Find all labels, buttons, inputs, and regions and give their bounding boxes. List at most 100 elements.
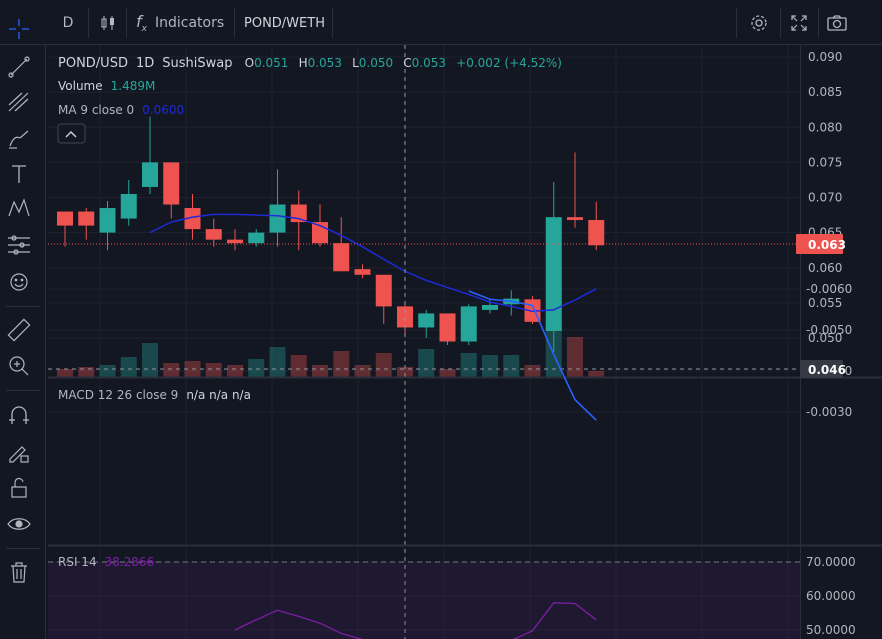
volume-bar	[567, 337, 583, 377]
volume-bar	[588, 371, 605, 377]
drawing-toolbar	[0, 45, 46, 639]
svg-text:0.046: 0.046	[808, 363, 846, 377]
candle-body	[184, 208, 201, 230]
indicators-button[interactable]: fx Indicators	[136, 8, 224, 38]
icon-tool[interactable]	[6, 269, 32, 295]
volume-bar	[163, 363, 180, 377]
price-tick-label: 0.080	[808, 120, 842, 134]
candle-body	[439, 313, 456, 342]
rsi-axis[interactable]: 70.0000 60.0000 50.0000	[806, 555, 856, 637]
chart-type-button[interactable]	[96, 8, 120, 38]
volume-bar	[57, 369, 73, 377]
candle-body	[227, 239, 243, 244]
volume-bar	[99, 365, 116, 377]
function-icon: fx	[136, 11, 147, 35]
volume-bar	[482, 355, 498, 377]
magnet-tool[interactable]	[6, 402, 32, 428]
prediction-tool[interactable]	[6, 232, 32, 258]
fullscreen-button[interactable]	[786, 8, 812, 38]
crosshair-icon	[9, 19, 29, 39]
symbol-tab[interactable]: POND/WETH	[244, 8, 325, 38]
pattern-tool[interactable]	[6, 196, 32, 222]
candle-body	[248, 232, 265, 244]
volume-bar	[269, 347, 286, 377]
volume-value: 1.489M	[111, 79, 156, 93]
candle-body	[418, 313, 435, 328]
visibility-tool[interactable]	[6, 511, 32, 537]
lock-tool[interactable]	[6, 475, 32, 501]
pencil-lock-icon	[9, 446, 29, 463]
candle-body	[397, 306, 413, 328]
drawing-tools	[0, 0, 46, 639]
candle-body	[142, 162, 158, 187]
brush-tool[interactable]	[6, 126, 32, 152]
macd-tick-label: -0.0030	[806, 405, 852, 419]
measure-icon	[8, 235, 30, 255]
price-tick-label: 0.090	[808, 50, 842, 64]
macd-legend: MACD 12 26 close 9 n/a n/a n/a	[58, 388, 251, 402]
legend-exchange: SushiSwap	[162, 56, 232, 71]
price-tick-label: 0.055	[808, 296, 842, 310]
candle-body	[354, 269, 371, 275]
svg-text:MA 9 close 00.0600: MA 9 close 0 0.0600	[58, 103, 184, 117]
chart-area[interactable]: 0.0900.0850.0800.0750.0700.0650.0600.055…	[0, 45, 882, 639]
price-axis[interactable]: 0.0900.0850.0800.0750.0700.0650.0600.055…	[808, 50, 842, 345]
volume-bar	[78, 367, 95, 377]
pattern-icon	[8, 198, 30, 217]
zoom-tool[interactable]	[6, 353, 32, 379]
legend-symbol: POND/USD	[58, 56, 128, 71]
ma-value: 0.0600	[142, 103, 184, 117]
volume-bar	[120, 357, 137, 377]
snapshot-button[interactable]	[824, 8, 850, 38]
interval-button[interactable]: D	[56, 8, 80, 38]
legend-close: 0.053	[412, 56, 446, 70]
candle-body	[290, 204, 307, 223]
interval-label: D	[62, 15, 74, 31]
macd-values: n/a n/a n/a	[186, 388, 251, 402]
candle-body	[99, 208, 116, 233]
top-toolbar: D fx Indicators POND/WETH	[0, 0, 882, 45]
remove-tool[interactable]	[6, 559, 32, 585]
brush-icon	[9, 130, 29, 149]
legend-interval: 1D	[136, 56, 154, 71]
trend-line-icon	[8, 56, 30, 78]
volume-bar	[418, 349, 435, 377]
camera-icon	[827, 15, 847, 31]
candle-body	[205, 229, 222, 240]
fib-tool[interactable]	[6, 89, 32, 115]
rsi-line	[234, 602, 597, 639]
zoom-in-icon	[9, 356, 29, 376]
candle-body	[120, 193, 137, 219]
eye-icon	[7, 518, 31, 530]
main-legend: POND/USD 1D SushiSwap O0.051 H0.053 L0.050…	[58, 56, 562, 117]
candle-body	[588, 219, 605, 246]
chevron-up-icon	[65, 131, 77, 138]
trend-line-tool[interactable]	[6, 54, 32, 80]
legend-high: 0.053	[308, 56, 342, 70]
text-tool[interactable]	[6, 161, 32, 187]
settings-button[interactable]	[746, 8, 772, 38]
indicators-label: Indicators	[154, 15, 225, 31]
candle-body	[269, 204, 286, 233]
unlock-icon	[11, 477, 27, 498]
price-tick-label: 0.070	[808, 191, 842, 205]
crosshair-tool[interactable]	[6, 16, 32, 42]
candle-body	[375, 274, 392, 307]
volume-bar	[312, 365, 328, 377]
symbol-tab-label: POND/WETH	[244, 15, 325, 31]
collapse-legend-button[interactable]	[57, 123, 86, 144]
macd-tick-label: -0.0050	[806, 323, 852, 337]
ruler-tool[interactable]	[6, 317, 32, 343]
draw-mode-tool[interactable]	[6, 439, 32, 465]
legend-open: 0.051	[254, 56, 288, 70]
rsi-band	[48, 562, 800, 639]
macd-label: MACD 12 26 close 9	[58, 388, 178, 402]
svg-text:0.063: 0.063	[808, 238, 846, 252]
trash-icon	[11, 562, 27, 583]
candle-body	[567, 217, 583, 220]
volume-bar	[290, 355, 307, 377]
candle-body	[333, 243, 350, 272]
price-tick-label: 0.060	[808, 261, 842, 275]
text-icon	[12, 165, 26, 183]
